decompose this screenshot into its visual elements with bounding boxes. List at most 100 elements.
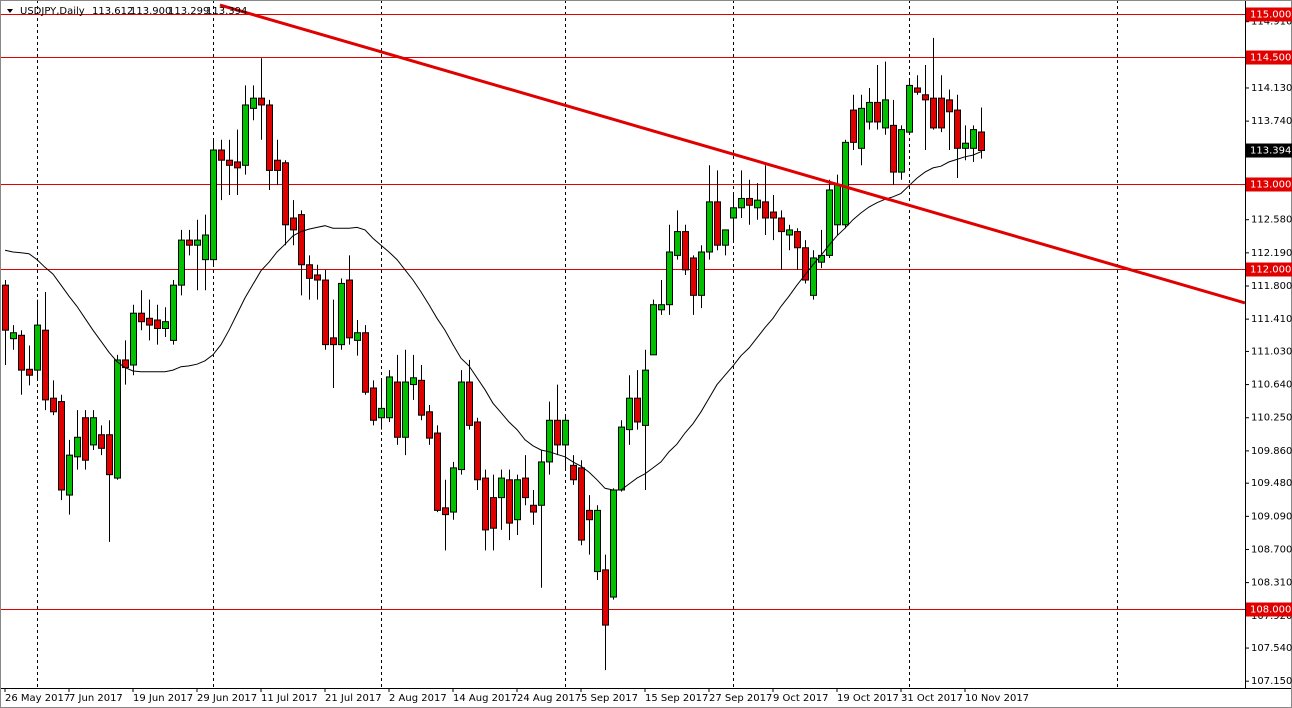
last-price-label: 113.394 <box>1250 146 1291 157</box>
candle-body <box>850 109 857 143</box>
candle-body <box>810 257 817 296</box>
candle-body <box>338 282 345 346</box>
candle-body <box>482 477 489 531</box>
candle-body <box>154 319 161 329</box>
candle-body <box>818 254 825 263</box>
candle-body <box>458 381 465 471</box>
level-label-box <box>1246 262 1292 277</box>
candle-body <box>162 321 169 329</box>
x-tick-label: 14 Aug 2017 <box>453 693 517 704</box>
candle-body <box>634 397 641 423</box>
y-tick-label: 112.580 <box>1251 215 1292 226</box>
x-tick-label: 15 Sep 2017 <box>645 693 708 704</box>
header-value: 113.299 <box>168 6 209 17</box>
candle-body <box>234 161 241 169</box>
x-tick-label: 19 Jun 2017 <box>133 693 193 704</box>
candle-body <box>826 189 833 256</box>
candle-body <box>762 201 769 219</box>
candle-body <box>754 199 761 209</box>
candle-body <box>330 337 337 346</box>
candle-body <box>626 397 633 431</box>
candle-body <box>210 149 217 261</box>
candle-body <box>2 284 9 331</box>
candle-body <box>914 87 921 93</box>
header-value: 113.900 <box>130 6 171 17</box>
candle-body <box>802 247 809 281</box>
x-tick-label: 31 Oct 2017 <box>901 693 963 704</box>
candle-body <box>698 251 705 296</box>
candle-body <box>770 211 777 219</box>
candle-body <box>178 239 185 286</box>
candle-body <box>258 97 265 106</box>
candle-body <box>522 477 529 499</box>
candle-body <box>434 432 441 511</box>
candle-body <box>98 434 105 449</box>
y-tick-label: 114.130 <box>1251 83 1292 94</box>
level-label-box <box>1246 602 1292 617</box>
level-label: 114.500 <box>1250 53 1291 64</box>
moving-average <box>4 151 982 491</box>
x-tick-label: 26 May 2017 <box>5 693 70 704</box>
level-label: 115.000 <box>1250 10 1291 21</box>
candle-body <box>106 434 113 476</box>
candles-layer <box>2 37 985 671</box>
level-label-box <box>1246 7 1292 22</box>
candle-body <box>138 312 145 323</box>
candle-body <box>898 129 905 173</box>
header-value: 113.394 <box>206 6 247 17</box>
candle-body <box>890 124 897 173</box>
candle-body <box>322 279 329 346</box>
candle-body <box>146 317 153 326</box>
candle-body <box>594 509 601 573</box>
candle-body <box>194 239 201 246</box>
candle-body <box>58 401 65 491</box>
candle-body <box>650 304 657 356</box>
x-tick-label: 7 Jun 2017 <box>69 693 123 704</box>
header-value: 113.612 <box>92 6 133 17</box>
candle-body <box>658 304 665 311</box>
candle-body <box>114 359 121 479</box>
candle-body <box>666 251 673 306</box>
y-tick-label: 111.800 <box>1251 281 1292 292</box>
candle-body <box>602 569 609 626</box>
y-tick-label: 109.480 <box>1251 478 1292 489</box>
candle-body <box>410 377 417 386</box>
y-tick-label: 109.860 <box>1251 446 1292 457</box>
candle-body <box>418 379 425 416</box>
level-label: 108.000 <box>1250 605 1291 616</box>
y-tick-label: 110.250 <box>1251 413 1292 424</box>
candle-body <box>978 131 985 152</box>
last-price-box <box>1246 143 1292 158</box>
candle-body <box>738 197 745 209</box>
candle-body <box>514 479 521 521</box>
x-tick-label: 9 Oct 2017 <box>773 693 828 704</box>
level-label-box <box>1246 177 1292 192</box>
lines-layer <box>4 3 1246 491</box>
candle-body <box>554 419 561 446</box>
y-tick-label: 110.640 <box>1251 380 1292 391</box>
candle-body <box>426 411 433 439</box>
candle-body <box>378 407 385 419</box>
candle-body <box>874 101 881 123</box>
candle-body <box>274 159 281 171</box>
candle-body <box>706 201 713 253</box>
candle-body <box>170 284 177 341</box>
candle-body <box>34 324 41 371</box>
candle-body <box>186 239 193 246</box>
candle-body <box>722 229 729 246</box>
candle-body <box>74 436 81 458</box>
level-label-box <box>1246 50 1292 65</box>
candle-body <box>202 234 209 261</box>
candle-body <box>954 109 961 149</box>
candle-body <box>530 504 537 513</box>
candle-body <box>394 381 401 438</box>
y-tick-label: 112.190 <box>1251 248 1292 259</box>
x-tick-label: 21 Jul 2017 <box>325 693 382 704</box>
header-arrow <box>7 9 13 13</box>
candle-body <box>690 257 697 296</box>
candle-body <box>922 94 929 101</box>
x-tick-label: 24 Aug 2017 <box>517 693 581 704</box>
candle-body <box>682 231 689 271</box>
